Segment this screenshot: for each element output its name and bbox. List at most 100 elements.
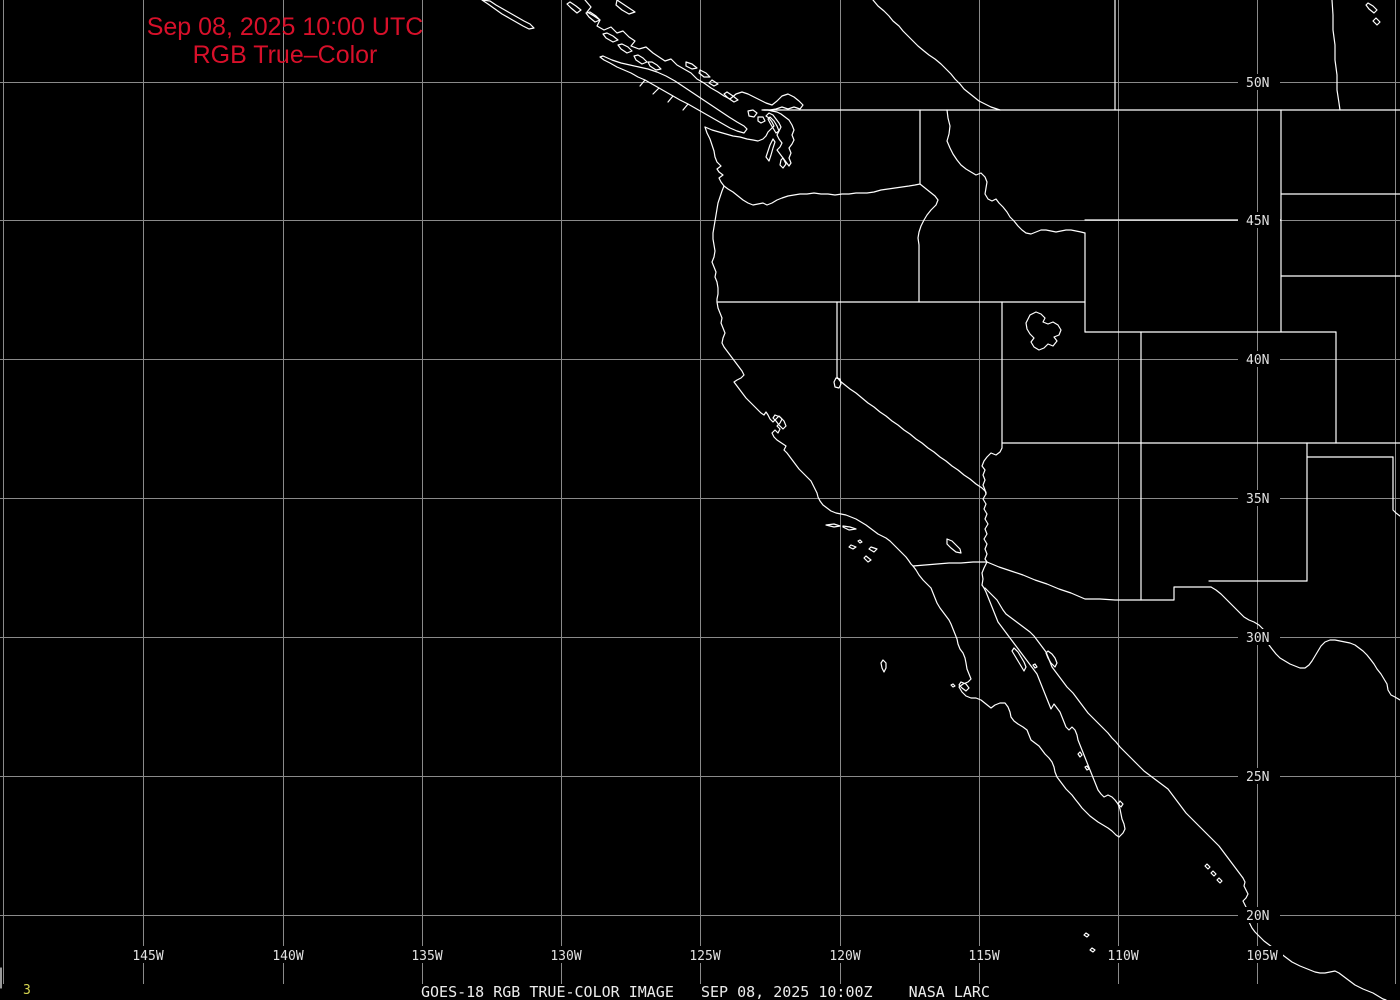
washington-coast (704, 126, 725, 187)
bc-island-5 (633, 54, 648, 65)
texada-island (723, 91, 739, 103)
colorado-river-delta (981, 561, 988, 586)
lon-label-bg-110W (1104, 946, 1144, 963)
lat-label-35N: 35N (1246, 492, 1269, 507)
us-mexico-border-az-nm (986, 561, 1212, 601)
vi-inlet-4 (682, 103, 689, 111)
lon-label-105W: 105W (1246, 949, 1277, 964)
lat-label-25N: 25N (1246, 770, 1269, 785)
bc-island-6 (647, 61, 662, 71)
gulf-island-1 (1032, 663, 1038, 669)
baja-pacific-coast (912, 565, 1120, 838)
georgia-strait-island-2 (698, 69, 711, 78)
lon-label-bg-140W (269, 946, 309, 963)
colorado-river-nv-az (981, 442, 1003, 495)
lon-label-135W: 135W (411, 949, 442, 964)
channel-islands-a (825, 523, 841, 528)
haida-gwaii (481, 0, 535, 30)
isla-angel-de-la-guarda (1011, 647, 1027, 672)
lon-label-115W: 115W (968, 949, 999, 964)
lon-label-120W: 120W (829, 949, 860, 964)
cedros-island (958, 681, 970, 692)
salton-sea (946, 538, 962, 554)
gulf-island-2 (1077, 751, 1083, 758)
isla-cerralvo (1117, 800, 1124, 808)
lat-label-30N: 30N (1246, 631, 1269, 646)
lat-label-bg-45N (1238, 212, 1280, 228)
timestamp-label: Sep 08, 2025 10:00 UTC (146, 13, 424, 41)
columbia-river-or-wa-border (723, 183, 921, 206)
guadalupe-island (880, 659, 887, 673)
lon-label-130W: 130W (550, 949, 581, 964)
whidbey-island (767, 116, 780, 134)
lon-label-bg-105W (1243, 946, 1283, 963)
islas-marias-3 (1216, 877, 1223, 884)
lat-label-20N: 20N (1246, 909, 1269, 924)
lon-label-140W: 140W (272, 949, 303, 964)
lat-label-bg-20N (1238, 907, 1280, 923)
vi-inlet-2 (652, 87, 660, 95)
mb-lake-2 (1372, 17, 1381, 26)
tacoma-inlet (779, 157, 787, 169)
rio-grande (1210, 586, 1400, 701)
sonora-sinaloa-coast (984, 587, 1387, 1000)
product-label: RGB True–Color (192, 41, 378, 69)
ca-nv-border (836, 301, 987, 495)
bc-ab-border (872, 0, 1001, 111)
san-benito-island (950, 683, 956, 688)
lat-label-bg-25N (1238, 768, 1280, 784)
image-header: Sep 08, 2025 10:00 UTC RGB True–Color (130, 13, 440, 69)
bc-island-2 (585, 11, 601, 23)
lat-label-bg-30N (1238, 629, 1280, 645)
lat-label-45N: 45N (1246, 214, 1269, 229)
lon-label-bg-120W (826, 946, 866, 963)
vi-inlet-1 (639, 79, 646, 87)
image-caption: GOES-18 RGB TRUE-COLOR IMAGE SEP 08, 202… (421, 983, 990, 1000)
bc-island-4 (617, 43, 633, 54)
lon-label-bg-135W (408, 946, 448, 963)
lat-label-bg-40N (1238, 351, 1280, 367)
tx-ok-border-100w (1392, 456, 1400, 517)
georgia-strait-island-3 (708, 79, 719, 87)
san-nicolas-island (848, 544, 857, 550)
or-id-snake-river-border (917, 183, 939, 303)
lon-label-bg-125W (686, 946, 726, 963)
lake-tahoe (833, 377, 842, 389)
lon-label-145W: 145W (132, 949, 163, 964)
georgia-strait-island-1 (685, 61, 698, 70)
vi-inlet-3 (667, 95, 674, 103)
puget-sound-coast (704, 109, 795, 167)
bc-mainland-coast (584, 0, 804, 111)
lon-label-bg-115W (965, 946, 1005, 963)
lat-label-40N: 40N (1246, 353, 1269, 368)
pacific-coast-or-ca (711, 185, 914, 567)
lon-label-bg-145W (129, 946, 169, 963)
colorado-river-ca-az (982, 493, 989, 563)
bc-island-3 (602, 32, 619, 43)
bc-island-1 (566, 1, 582, 14)
lat-label-bg-35N (1238, 490, 1280, 506)
san-juan-island-2 (757, 116, 766, 124)
islas-marias-2 (1210, 870, 1217, 877)
lat-label-bg-50N (1238, 74, 1280, 90)
great-salt-lake (1025, 311, 1062, 351)
lat-label-50N: 50N (1246, 76, 1269, 91)
san-clemente-island (863, 555, 872, 563)
bc-coast-fragment (615, 0, 636, 15)
sk-mb-border (1331, 0, 1341, 111)
sf-bay (772, 414, 787, 430)
mb-lake-1 (1365, 2, 1378, 14)
channel-islands-b (842, 525, 857, 531)
santa-catalina-island (868, 546, 878, 553)
san-juan-island-1 (747, 109, 758, 118)
lon-label-125W: 125W (689, 949, 720, 964)
revillagigedo-island-2 (1089, 947, 1096, 953)
vancouver-island (599, 55, 748, 134)
lon-label-110W: 110W (1107, 949, 1138, 964)
islas-marias-1 (1204, 863, 1211, 870)
santa-barbara-island (857, 539, 863, 544)
baja-gulf-coast (981, 584, 1126, 838)
gulf-island-3 (1084, 765, 1090, 771)
